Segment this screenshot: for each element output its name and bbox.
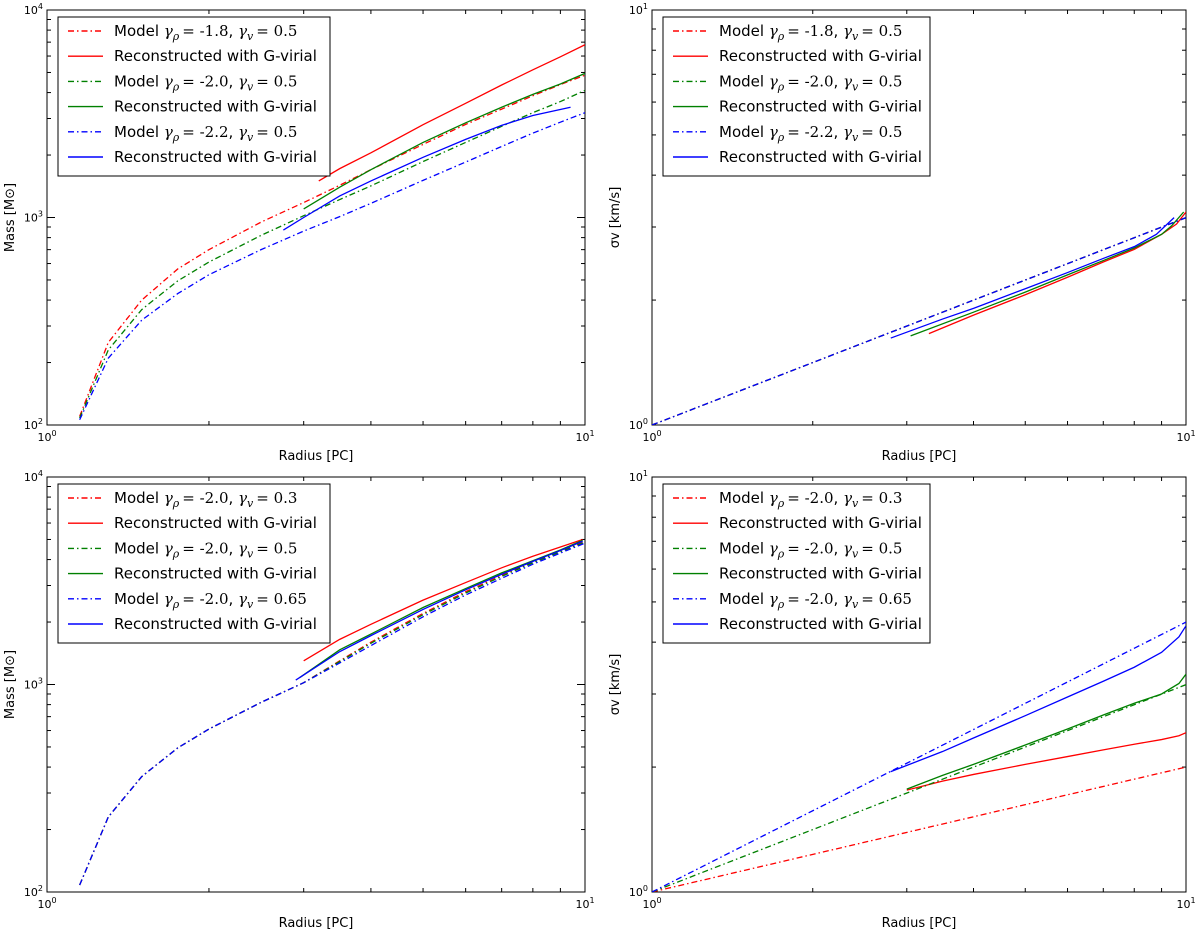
axis-ticks: [46, 477, 585, 893]
chart-p3: 100 101 102 103 104 Radius [PC] Mass [M⊙] Model…: [3, 469, 595, 931]
series-line-1: [318, 44, 585, 182]
x-tick-label: 101: [575, 429, 594, 444]
x-tick-label: 101: [1176, 429, 1195, 444]
series-line-2: [652, 684, 1186, 892]
y-tick-label: 101: [629, 469, 648, 484]
legend-frame: [57, 16, 331, 177]
legend-entry-1: Reconstructed with G-virial: [114, 47, 317, 65]
legend-entry-1: Reconstructed with G-virial: [719, 47, 922, 65]
legend-entry-2: Model γρ = -2.0, γv = 0.5: [114, 72, 297, 93]
series-line-4: [652, 217, 1186, 425]
legend-entry-1: Reconstructed with G-virial: [719, 514, 922, 532]
axis-ticks: [651, 477, 1186, 893]
x-tick-label: 100: [642, 896, 661, 911]
series-line-0: [652, 766, 1186, 892]
legend-entry-5: Reconstructed with G-virial: [719, 615, 922, 633]
legend-entry-2: Model γρ = -2.0, γv = 0.5: [719, 72, 902, 93]
series-line-2: [79, 89, 585, 419]
legend-entry-0: Model γρ = -1.8, γv = 0.5: [114, 22, 297, 43]
legend-entry-4: Model γρ = -2.0, γv = 0.65: [114, 590, 307, 611]
legend-entry-0: Model γρ = -2.0, γv = 0.3: [114, 489, 297, 510]
legend-entry-5: Reconstructed with G-virial: [114, 615, 317, 633]
legend-entry-1: Reconstructed with G-virial: [114, 514, 317, 532]
chart-p2: 100 101 100 101 Radius [PC] σv [km/s] Model γρ…: [608, 2, 1196, 464]
y-axis-label: σv [km/s]: [608, 654, 623, 716]
legend-entry-4: Model γρ = -2.2, γv = 0.5: [114, 123, 297, 144]
y-tick-label: 101: [629, 2, 648, 17]
y-tick-label: 102: [24, 417, 43, 432]
legend-entry-2: Model γρ = -2.0, γv = 0.5: [114, 539, 297, 560]
y-tick-label: 102: [24, 884, 43, 899]
series-line-5: [283, 106, 571, 231]
y-tick-label: 104: [24, 469, 43, 484]
axis-ticks: [46, 10, 585, 426]
legend-entry-3: Reconstructed with G-virial: [114, 565, 317, 583]
series-lines: [652, 621, 1186, 892]
series-line-1: [928, 211, 1186, 335]
series-lines: [79, 44, 585, 421]
legend-entry-0: Model γρ = -2.0, γv = 0.3: [719, 489, 902, 510]
series-line-3: [910, 211, 1185, 337]
series-line-1: [906, 732, 1186, 791]
y-tick-label: 104: [24, 2, 43, 17]
legend-entry-3: Reconstructed with G-virial: [719, 565, 922, 583]
legend-entry-0: Model γρ = -1.8, γv = 0.5: [719, 22, 902, 43]
legend-entry-3: Reconstructed with G-virial: [719, 98, 922, 116]
legend-entry-2: Model γρ = -2.0, γv = 0.5: [719, 539, 902, 560]
series-line-3: [299, 539, 583, 679]
y-tick-label: 100: [629, 884, 648, 899]
series-line-5: [295, 540, 583, 681]
legend-entry-3: Reconstructed with G-virial: [114, 98, 317, 116]
legend-entry-4: Model γρ = -2.0, γv = 0.65: [719, 590, 912, 611]
x-axis-label: Radius [PC]: [279, 916, 354, 931]
series-line-4: [79, 542, 585, 886]
legend-frame: [662, 16, 931, 177]
y-tick-label: 103: [24, 210, 43, 225]
series-line-2: [79, 541, 585, 886]
x-tick-label: 100: [642, 429, 661, 444]
legend-entry-4: Model γρ = -2.2, γv = 0.5: [719, 123, 902, 144]
series-line-4: [79, 112, 585, 421]
x-tick-label: 101: [1176, 896, 1195, 911]
y-axis-label: Mass [M⊙]: [3, 183, 18, 252]
legend: Model γρ = -2.0, γv = 0.3 Reconstructed w…: [662, 483, 931, 644]
series-lines: [79, 538, 585, 886]
series-line-0: [79, 74, 585, 417]
series-line-1: [303, 538, 583, 662]
series-lines: [652, 211, 1186, 425]
chart-p4: 100 101 100 101 Radius [PC] σv [km/s] Model γρ…: [608, 469, 1196, 931]
axis-ticks: [651, 10, 1186, 426]
legend: Model γρ = -1.8, γv = 0.5 Reconstructed w…: [662, 16, 931, 177]
plot-area-frame: [651, 9, 1187, 426]
legend-frame: [57, 483, 331, 644]
series-line-4: [652, 621, 1186, 892]
chart-p1: 100 101 102 103 104 Radius [PC] Mass [M⊙] Model…: [3, 2, 595, 464]
series-line-5: [890, 625, 1186, 773]
legend-frame: [662, 483, 931, 644]
x-tick-label: 100: [37, 896, 56, 911]
legend-entry-5: Reconstructed with G-virial: [719, 148, 922, 166]
y-tick-label: 100: [629, 417, 648, 432]
y-tick-label: 103: [24, 677, 43, 692]
y-axis-label: Mass [M⊙]: [3, 650, 18, 719]
legend-entry-5: Reconstructed with G-virial: [114, 148, 317, 166]
x-axis-label: Radius [PC]: [882, 916, 957, 931]
x-tick-label: 101: [575, 896, 594, 911]
x-tick-label: 100: [37, 429, 56, 444]
x-axis-label: Radius [PC]: [882, 449, 957, 464]
x-axis-label: Radius [PC]: [279, 449, 354, 464]
series-line-3: [303, 72, 585, 210]
series-line-5: [890, 217, 1175, 339]
legend: Model γρ = -2.0, γv = 0.3 Reconstructed w…: [57, 483, 331, 644]
plot-area-frame: [651, 476, 1187, 893]
series-line-3: [906, 673, 1186, 790]
legend: Model γρ = -1.8, γv = 0.5 Reconstructed w…: [57, 16, 331, 177]
y-axis-label: σv [km/s]: [608, 187, 623, 249]
